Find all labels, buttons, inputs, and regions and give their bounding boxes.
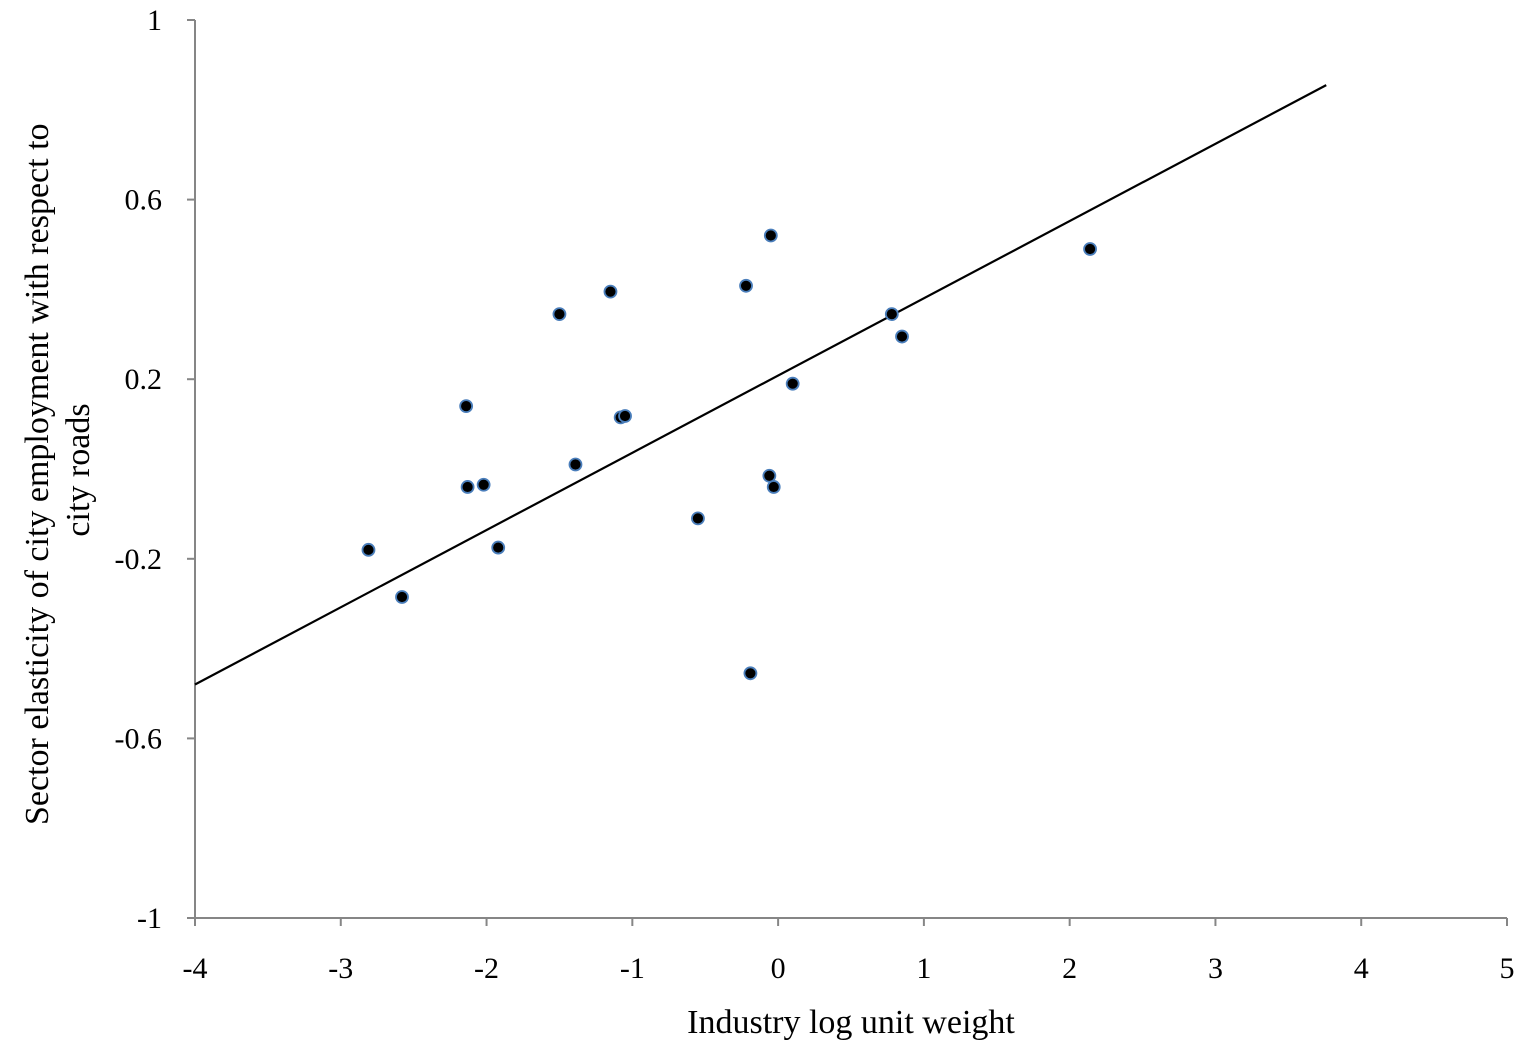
- y-axis-label: Sector elasticity of city employment wit…: [19, 115, 97, 825]
- data-point: [618, 409, 632, 423]
- x-tick-label: 3: [1208, 952, 1223, 985]
- x-tick-label: -4: [183, 952, 208, 985]
- x-axis-label: Industry log unit weight: [687, 1004, 1015, 1041]
- data-point: [459, 399, 474, 414]
- data-point: [762, 468, 777, 483]
- axes: [187, 19, 1508, 926]
- data-point: [743, 666, 758, 681]
- data-point: [785, 376, 800, 391]
- data-point: [552, 307, 567, 321]
- y-tick-label: 0.6: [125, 184, 163, 217]
- x-tick-label: 0: [771, 952, 786, 985]
- y-tick-label: -1: [137, 902, 162, 935]
- data-point: [476, 477, 491, 492]
- x-tick-label: 2: [1062, 952, 1077, 985]
- y-axis-label-line-2: city roads: [60, 403, 97, 536]
- data-point: [739, 278, 753, 293]
- data-points: [361, 228, 1097, 681]
- data-point: [460, 480, 475, 494]
- data-point: [763, 228, 778, 243]
- data-point: [884, 307, 899, 321]
- data-point: [568, 457, 583, 472]
- data-point: [603, 284, 618, 299]
- x-tick-label: 1: [916, 952, 931, 985]
- tick-labels: -4 -3 -2 -1 0 1 2 3 4 5 1 0.6 0.2 -0.2 -0.6 -1: [115, 4, 1515, 985]
- data-point: [1083, 242, 1097, 256]
- y-axis-label-line-1: Sector elasticity of city employment wit…: [19, 123, 56, 825]
- x-tick-label: 4: [1354, 952, 1369, 985]
- trendline-layer: [194, 84, 1327, 686]
- data-point: [491, 540, 506, 555]
- x-tick-label: 5: [1500, 952, 1515, 985]
- y-tick-label: 0.2: [125, 363, 163, 396]
- data-point: [395, 590, 409, 604]
- y-tick-label: -0.6: [115, 722, 163, 755]
- data-point: [766, 480, 781, 494]
- data-point: [361, 542, 376, 557]
- x-tick-label: -2: [474, 952, 499, 985]
- x-tick-label: -1: [620, 952, 645, 985]
- data-point: [895, 329, 909, 344]
- data-point: [691, 511, 705, 526]
- y-tick-label: -0.2: [115, 543, 163, 576]
- x-tick-label: -3: [328, 952, 353, 985]
- y-tick-label: 1: [147, 4, 162, 37]
- trendline: [194, 84, 1327, 686]
